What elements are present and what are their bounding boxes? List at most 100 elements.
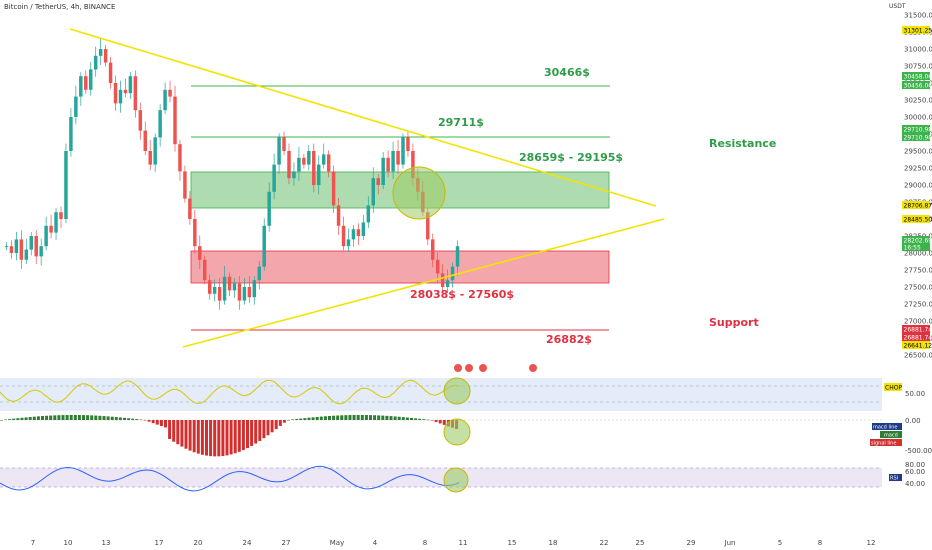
macd-bar bbox=[295, 419, 299, 420]
macd-bar bbox=[323, 416, 327, 420]
price-badge-text: 29710.98 bbox=[904, 127, 932, 134]
candle-body bbox=[371, 178, 375, 206]
price-tick: 29000.00 bbox=[904, 182, 932, 190]
candle-body bbox=[247, 287, 252, 298]
macd-bar bbox=[287, 419, 290, 421]
candle-body bbox=[188, 198, 192, 219]
label-30466: 30466$ bbox=[544, 66, 590, 79]
rsi-band bbox=[0, 468, 882, 487]
macd-bar bbox=[98, 415, 102, 420]
candle-body bbox=[431, 239, 435, 260]
rsi-line bbox=[0, 465, 460, 492]
candle-body bbox=[49, 225, 53, 233]
date-axis: 7 10 13 17 20 24 27 May 4 8 11 15 18 22 25 29 Jun 5 8 12 bbox=[31, 539, 876, 547]
macd-bar bbox=[258, 420, 262, 441]
red-zone bbox=[190, 250, 610, 284]
candle-body bbox=[267, 191, 271, 226]
candle-body bbox=[217, 287, 222, 301]
candle-body bbox=[98, 49, 103, 56]
macd-bar bbox=[151, 420, 155, 424]
candle-body bbox=[173, 96, 177, 145]
candle-body bbox=[341, 225, 346, 247]
candle-body bbox=[262, 225, 266, 267]
macd-bar bbox=[123, 417, 126, 420]
candle-body bbox=[138, 110, 143, 131]
price-badge bbox=[902, 215, 930, 223]
price-tick: 27000.00 bbox=[904, 318, 932, 326]
macd-bar bbox=[410, 417, 413, 420]
rsi-tick-1: 60.00 bbox=[905, 468, 925, 476]
macd-bar bbox=[192, 420, 196, 453]
rsi-tick-0: 80.00 bbox=[905, 461, 925, 469]
candle-body bbox=[93, 55, 98, 70]
label-26882: 26882$ bbox=[546, 333, 592, 346]
candle-body bbox=[54, 212, 58, 233]
macd-bar bbox=[307, 417, 311, 420]
date-tick: 20 bbox=[194, 539, 203, 547]
event-icon[interactable] bbox=[465, 364, 473, 372]
price-tick: 30750.00 bbox=[904, 63, 932, 71]
macd-bar bbox=[127, 418, 131, 420]
price-badge bbox=[902, 236, 930, 244]
price-badge bbox=[902, 325, 930, 333]
event-icon[interactable] bbox=[479, 364, 487, 372]
price-badge-text: 28706.87 bbox=[904, 203, 932, 210]
signal-label: signal line bbox=[871, 441, 896, 447]
date-tick: Jun bbox=[724, 539, 736, 547]
price-badge bbox=[902, 81, 930, 89]
macd-bar bbox=[254, 420, 258, 444]
price-badge-text: 16:55 bbox=[904, 245, 921, 252]
descending-trendline bbox=[69, 28, 657, 207]
candle-body bbox=[336, 205, 341, 226]
label-green-zone: 28659$ - 29195$ bbox=[519, 151, 623, 164]
macd-line-badge bbox=[872, 423, 902, 430]
macd-bar bbox=[352, 414, 356, 420]
macd-bar bbox=[344, 415, 348, 420]
candle-body bbox=[123, 89, 128, 94]
date-tick: 8 bbox=[818, 539, 822, 547]
chop-band bbox=[0, 378, 882, 411]
candle-body bbox=[14, 239, 19, 253]
macd-bar bbox=[414, 418, 418, 420]
candle-body bbox=[282, 137, 286, 151]
macd-bar bbox=[336, 415, 340, 420]
chop-label: CHOP bbox=[885, 385, 902, 392]
macd-bar bbox=[340, 415, 344, 420]
macd-bar bbox=[61, 415, 65, 420]
candle-body bbox=[237, 283, 242, 301]
macd-bar bbox=[246, 420, 249, 449]
macd-bar bbox=[69, 414, 73, 420]
price-tick: 30000.00 bbox=[904, 114, 932, 122]
macd-bar bbox=[180, 420, 184, 447]
macd-bar bbox=[168, 420, 172, 439]
macd-bar bbox=[369, 415, 372, 420]
macd-bar bbox=[86, 415, 90, 420]
event-icon[interactable] bbox=[454, 364, 462, 372]
candle-body bbox=[312, 151, 316, 185]
candle-body bbox=[153, 137, 157, 165]
date-tick: 11 bbox=[459, 539, 468, 547]
macd-bar bbox=[8, 419, 12, 420]
candle-body bbox=[361, 222, 366, 236]
candle-body bbox=[401, 137, 405, 165]
candle-body bbox=[118, 89, 123, 104]
price-badge-text: 30458.06 bbox=[904, 74, 932, 81]
macd-bar bbox=[274, 420, 278, 430]
candle-body bbox=[44, 225, 48, 247]
event-icon[interactable] bbox=[529, 364, 537, 372]
macd-bar bbox=[114, 417, 118, 420]
price-tick: 28000.00 bbox=[904, 250, 932, 258]
price-badge bbox=[902, 133, 930, 141]
macd-bar bbox=[82, 415, 85, 420]
macd-bar bbox=[430, 420, 434, 421]
candle-body bbox=[143, 130, 147, 151]
candle-body bbox=[331, 171, 336, 206]
price-tick: 31000.00 bbox=[904, 46, 932, 54]
currency-label: USDT bbox=[889, 3, 906, 10]
price-tick: 29500.00 bbox=[904, 148, 932, 156]
macd-pane bbox=[0, 414, 882, 457]
price-badge bbox=[902, 72, 930, 80]
candle-body bbox=[386, 157, 390, 172]
candle-body bbox=[89, 69, 93, 90]
candle-body bbox=[450, 266, 455, 281]
